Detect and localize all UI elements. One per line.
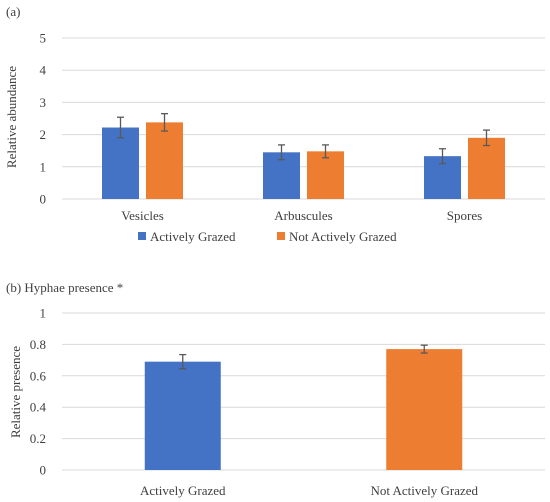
- y-tick-label-1: 1: [40, 306, 47, 321]
- y-tick-label-0: 0: [40, 192, 47, 207]
- y-tick-label-0-4: 0.4: [30, 400, 47, 415]
- panel-b-gridlines: [62, 312, 545, 471]
- error-bar-spores-actively-grazed: [439, 148, 446, 165]
- bar-vesicles-not-actively-grazed: [146, 122, 183, 199]
- y-tick-label-3: 3: [40, 95, 47, 110]
- legend-swatch-actively-grazed: [138, 232, 146, 240]
- error-bar-actively-grazed-series-0: [179, 353, 187, 370]
- panel-a-label: (a): [6, 4, 20, 19]
- panel-b-category-labels: Actively Grazed Not Actively Grazed: [140, 483, 479, 498]
- error-bar-arbuscules-not-actively-grazed: [322, 144, 329, 159]
- panel-b-error-bars: [179, 344, 428, 370]
- bar-vesicles-actively-grazed: [102, 127, 139, 199]
- error-bar-not-actively-grazed-series-0: [420, 344, 428, 354]
- panel-b-bars: [144, 349, 463, 470]
- error-bar-vesicles-actively-grazed: [117, 116, 124, 139]
- panel-b-y-axis-title: Relative presence: [8, 346, 23, 438]
- bar-not-actively-grazed-series-0: [386, 349, 463, 470]
- error-bar-spores-not-actively-grazed: [483, 129, 490, 147]
- panel-b-label: (b) Hyphae presence *: [6, 280, 123, 295]
- y-tick-label-4: 4: [40, 63, 47, 78]
- y-tick-label-0-2: 0.2: [30, 431, 46, 446]
- y-tick-label-2: 2: [40, 127, 47, 142]
- error-bar-vesicles-not-actively-grazed: [161, 113, 168, 132]
- panel-a-bars: [102, 122, 505, 199]
- bar-spores-not-actively-grazed: [468, 137, 505, 199]
- legend-label-not-actively-grazed: Not Actively Grazed: [289, 229, 397, 244]
- error-bar-arbuscules-actively-grazed: [278, 144, 285, 161]
- bar-arbuscules-not-actively-grazed: [307, 151, 344, 199]
- panel-b-y-tick-labels: 0 0.2 0.4 0.6 0.8 1: [30, 306, 47, 478]
- panel-a-legend: Actively Grazed Not Actively Grazed: [138, 229, 397, 244]
- y-tick-label-0: 0: [40, 463, 47, 478]
- category-label-spores: Spores: [447, 208, 482, 223]
- category-label-not-actively-grazed: Not Actively Grazed: [370, 483, 478, 498]
- panel-a-y-tick-labels: 0 1 2 3 4 5: [40, 31, 47, 207]
- category-label-actively-grazed: Actively Grazed: [140, 483, 226, 498]
- y-tick-label-0-8: 0.8: [30, 337, 46, 352]
- bar-actively-grazed-series-0: [144, 361, 221, 470]
- y-tick-label-5: 5: [40, 31, 47, 46]
- panel-a-gridlines: [62, 37, 545, 200]
- y-tick-label-1: 1: [40, 159, 47, 174]
- category-label-vesicles: Vesicles: [121, 208, 164, 223]
- legend-swatch-not-actively-grazed: [277, 232, 285, 240]
- legend-label-actively-grazed: Actively Grazed: [150, 229, 236, 244]
- y-tick-label-0-6: 0.6: [30, 368, 47, 383]
- panel-a-category-labels: Vesicles Arbuscules Spores: [121, 208, 482, 223]
- panel-a-error-bars: [117, 113, 490, 165]
- panel-b-chart: (b) Hyphae presence * Relative presence …: [6, 280, 545, 498]
- category-label-arbuscules: Arbuscules: [274, 208, 333, 223]
- panel-a-chart: (a) Relative abundance 0 1 2 3 4 5 Vesicles Ar…: [4, 4, 545, 244]
- panel-a-y-axis-title: Relative abundance: [4, 66, 19, 168]
